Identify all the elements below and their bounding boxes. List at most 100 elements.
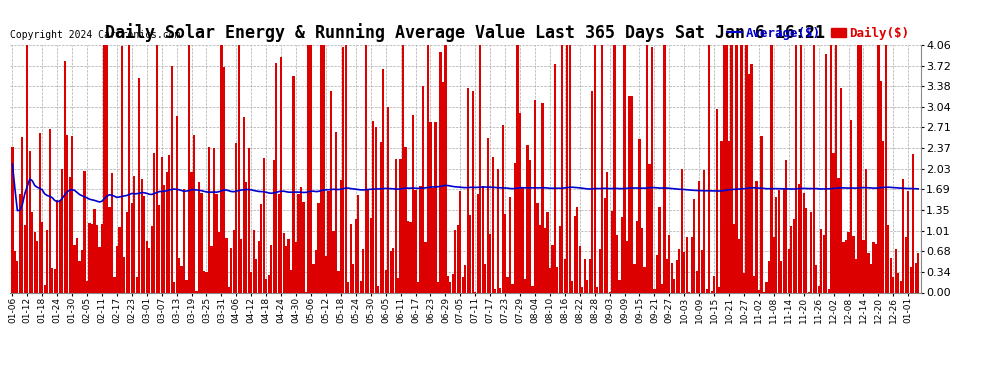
Bar <box>445 45 446 292</box>
Bar <box>451 274 454 292</box>
Bar <box>330 91 332 292</box>
Bar <box>810 212 813 292</box>
Bar <box>915 263 917 292</box>
Bar <box>236 143 238 292</box>
Text: Copyright 2024 Cartronics.com: Copyright 2024 Cartronics.com <box>10 30 180 40</box>
Title: Daily Solar Energy & Running Average Value Last 365 Days Sat Jan 6 16:21: Daily Solar Energy & Running Average Val… <box>105 23 826 42</box>
Bar <box>412 115 414 292</box>
Bar <box>335 132 337 292</box>
Bar <box>397 278 399 292</box>
Bar <box>78 261 81 292</box>
Bar <box>790 226 792 292</box>
Bar <box>847 232 849 292</box>
Bar <box>880 81 882 292</box>
Bar <box>420 186 422 292</box>
Bar <box>155 45 157 292</box>
Bar <box>882 141 884 292</box>
Bar <box>275 63 277 292</box>
Bar <box>752 276 755 292</box>
Bar <box>300 187 302 292</box>
Bar <box>741 45 742 292</box>
Bar <box>367 189 369 292</box>
Bar <box>158 205 160 292</box>
Bar <box>581 286 583 292</box>
Bar <box>551 245 553 292</box>
Bar <box>354 219 357 292</box>
Bar <box>250 273 252 292</box>
Bar <box>338 271 340 292</box>
Bar <box>867 254 869 292</box>
Bar <box>173 282 175 292</box>
Bar <box>320 45 322 292</box>
Bar <box>524 279 526 292</box>
Bar <box>290 270 292 292</box>
Bar <box>384 270 387 292</box>
Bar <box>504 214 506 292</box>
Bar <box>534 100 537 292</box>
Bar <box>86 280 88 292</box>
Bar <box>328 191 330 292</box>
Bar <box>576 207 578 292</box>
Bar <box>479 45 481 292</box>
Bar <box>905 237 907 292</box>
Bar <box>833 153 835 292</box>
Bar <box>170 66 173 292</box>
Bar <box>116 246 118 292</box>
Bar <box>88 223 91 292</box>
Bar <box>912 154 915 292</box>
Bar <box>392 248 394 292</box>
Bar <box>696 271 698 292</box>
Bar <box>343 46 345 292</box>
Bar <box>803 193 805 292</box>
Bar <box>678 249 680 292</box>
Bar <box>362 249 364 292</box>
Bar <box>865 169 867 292</box>
Bar <box>736 45 738 292</box>
Bar <box>907 191 910 292</box>
Bar <box>728 141 731 292</box>
Bar <box>742 273 745 292</box>
Bar <box>875 244 877 292</box>
Bar <box>260 204 262 292</box>
Bar <box>352 264 354 292</box>
Bar <box>374 127 377 292</box>
Bar <box>872 242 874 292</box>
Bar <box>357 195 359 292</box>
Bar <box>81 250 83 292</box>
Bar <box>131 203 133 292</box>
Bar <box>141 179 143 292</box>
Bar <box>372 121 374 292</box>
Bar <box>417 282 419 292</box>
Bar <box>193 135 195 292</box>
Bar <box>267 275 270 292</box>
Bar <box>430 123 432 292</box>
Bar <box>641 228 644 292</box>
Bar <box>387 106 389 292</box>
Bar <box>691 237 693 292</box>
Bar <box>292 76 295 292</box>
Bar <box>270 245 272 292</box>
Bar <box>481 186 484 292</box>
Bar <box>195 291 198 292</box>
Bar <box>238 45 240 292</box>
Bar <box>449 282 451 292</box>
Bar <box>461 276 464 292</box>
Bar <box>852 236 854 292</box>
Bar <box>210 246 213 292</box>
Bar <box>11 147 14 292</box>
Bar <box>437 282 439 292</box>
Bar <box>763 291 765 292</box>
Bar <box>775 198 777 292</box>
Bar <box>185 280 188 292</box>
Bar <box>548 268 551 292</box>
Bar <box>14 251 16 292</box>
Bar <box>382 69 384 292</box>
Bar <box>98 247 101 292</box>
Bar <box>558 226 561 292</box>
Bar <box>631 96 634 292</box>
Bar <box>200 193 203 292</box>
Bar <box>606 172 608 292</box>
Bar <box>49 129 50 292</box>
Bar <box>857 45 859 292</box>
Bar <box>180 266 183 292</box>
